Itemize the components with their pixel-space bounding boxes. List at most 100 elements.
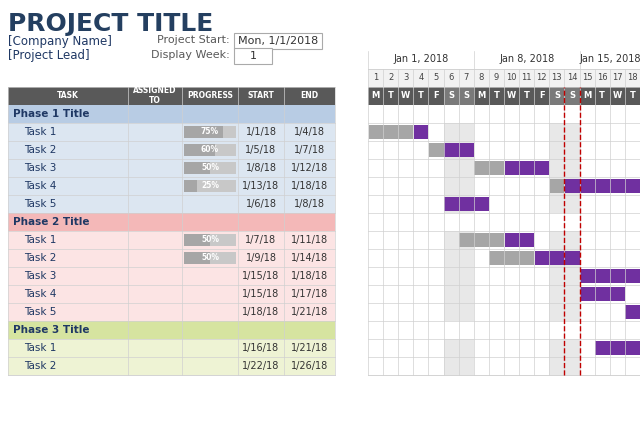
Bar [549,195,564,213]
Bar [368,339,640,357]
Bar [549,177,564,195]
Bar [368,357,640,375]
Text: 1/6/18: 1/6/18 [246,198,276,209]
Text: M: M [371,91,380,100]
Text: Task 3: Task 3 [24,163,56,173]
Bar [459,231,474,249]
Bar [459,141,474,159]
Text: 18: 18 [627,73,637,82]
Bar [444,267,459,285]
Bar [444,177,459,195]
Text: START: START [248,91,275,100]
Bar [8,267,335,285]
Bar [595,341,640,355]
Text: 13: 13 [552,73,562,82]
Bar [564,249,580,267]
Bar [368,267,640,285]
Bar [368,213,640,231]
Bar [444,197,489,211]
Bar [368,303,640,321]
Bar [444,195,459,213]
Bar [564,303,580,321]
Text: 1/21/18: 1/21/18 [291,343,328,353]
Bar [368,177,640,195]
Text: 11: 11 [522,73,532,82]
Text: 5: 5 [433,73,438,82]
Bar [564,357,580,375]
Text: 50%: 50% [201,253,219,262]
Bar [368,69,640,87]
Bar [580,287,625,301]
Bar [549,231,564,249]
Text: 17: 17 [612,73,623,82]
Text: Task 4: Task 4 [24,289,56,299]
Bar [184,162,236,174]
Text: 9: 9 [494,73,499,82]
Bar [564,177,580,195]
Bar [8,339,335,357]
Bar [368,285,640,303]
Text: T: T [493,91,499,100]
Text: Task 1: Task 1 [24,127,56,137]
Bar [184,234,210,246]
Text: 50%: 50% [201,163,219,172]
Bar [565,179,640,193]
Text: F: F [539,91,545,100]
Text: Task 5: Task 5 [24,307,56,317]
Text: M: M [477,91,486,100]
Bar [444,285,459,303]
Text: 1/16/18: 1/16/18 [243,343,280,353]
Bar [549,87,564,105]
Text: [Project Lead]: [Project Lead] [8,49,90,62]
Text: 12: 12 [536,73,547,82]
Text: S: S [554,91,560,100]
Bar [444,123,459,141]
FancyBboxPatch shape [234,48,272,64]
Bar [444,159,459,177]
Bar [459,303,474,321]
Bar [368,195,640,213]
Bar [184,162,210,174]
Bar [564,159,580,177]
Text: S: S [448,91,454,100]
Text: S: S [569,91,575,100]
Text: S: S [463,91,469,100]
Text: T: T [524,91,530,100]
Bar [8,321,335,339]
Text: T: T [418,91,424,100]
Bar [625,305,640,319]
Bar [8,141,335,159]
Text: 1/18/18: 1/18/18 [243,307,280,317]
Text: 1/8/18: 1/8/18 [246,163,276,173]
Text: 1/18/18: 1/18/18 [291,271,328,281]
Bar [459,357,474,375]
Text: W: W [507,91,516,100]
Bar [8,177,335,195]
Bar [504,233,534,247]
Bar [535,251,580,265]
Text: END: END [300,91,319,100]
Bar [564,123,580,141]
Text: Task 2: Task 2 [24,361,56,371]
Text: [Company Name]: [Company Name] [8,35,112,48]
Bar [184,252,210,264]
Bar [459,159,474,177]
Text: 1/13/18: 1/13/18 [243,181,280,191]
Bar [564,267,580,285]
Bar [369,125,413,139]
Text: F: F [433,91,439,100]
Bar [549,123,564,141]
Text: 1/17/18: 1/17/18 [291,289,328,299]
Text: Jan 15, 2018: Jan 15, 2018 [579,54,640,64]
Text: 1/7/18: 1/7/18 [294,144,325,155]
Bar [8,285,335,303]
Bar [444,143,474,157]
Text: 50%: 50% [201,235,219,244]
Text: 25%: 25% [201,181,219,190]
Text: PROJECT TITLE: PROJECT TITLE [8,12,213,36]
Bar [8,105,335,123]
Text: Jan 8, 2018: Jan 8, 2018 [499,54,554,64]
Text: 1/11/18: 1/11/18 [291,235,328,245]
Text: Task 4: Task 4 [24,181,56,191]
Text: 1/12/18: 1/12/18 [291,163,328,173]
